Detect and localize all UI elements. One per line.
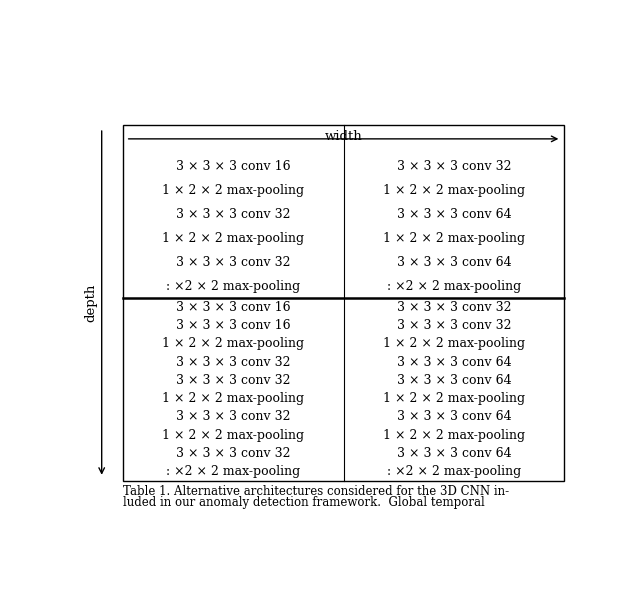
Text: 1 × 2 × 2 max-pooling: 1 × 2 × 2 max-pooling (383, 337, 525, 350)
Text: 1 × 2 × 2 max-pooling: 1 × 2 × 2 max-pooling (383, 232, 525, 245)
Text: 1 × 2 × 2 max-pooling: 1 × 2 × 2 max-pooling (383, 184, 525, 196)
Text: 3 × 3 × 3 conv 64: 3 × 3 × 3 conv 64 (397, 374, 511, 387)
Text: : ×2 × 2 max-pooling: : ×2 × 2 max-pooling (166, 280, 300, 293)
Text: 1 × 2 × 2 max-pooling: 1 × 2 × 2 max-pooling (383, 392, 525, 405)
Text: 3 × 3 × 3 conv 32: 3 × 3 × 3 conv 32 (397, 160, 511, 173)
Text: 1 × 2 × 2 max-pooling: 1 × 2 × 2 max-pooling (383, 429, 525, 441)
Text: : ×2 × 2 max-pooling: : ×2 × 2 max-pooling (387, 465, 521, 478)
Text: 3 × 3 × 3 conv 64: 3 × 3 × 3 conv 64 (397, 410, 511, 423)
Text: 3 × 3 × 3 conv 16: 3 × 3 × 3 conv 16 (176, 301, 291, 314)
Text: 1 × 2 × 2 max-pooling: 1 × 2 × 2 max-pooling (162, 184, 304, 196)
Text: 1 × 2 × 2 max-pooling: 1 × 2 × 2 max-pooling (162, 337, 304, 350)
Text: 3 × 3 × 3 conv 32: 3 × 3 × 3 conv 32 (176, 374, 291, 387)
Text: 3 × 3 × 3 conv 32: 3 × 3 × 3 conv 32 (176, 356, 291, 368)
Text: 3 × 3 × 3 conv 64: 3 × 3 × 3 conv 64 (397, 447, 511, 460)
Text: 1 × 2 × 2 max-pooling: 1 × 2 × 2 max-pooling (162, 392, 304, 405)
Text: 3 × 3 × 3 conv 32: 3 × 3 × 3 conv 32 (176, 447, 291, 460)
Text: 3 × 3 × 3 conv 16: 3 × 3 × 3 conv 16 (176, 160, 291, 173)
Text: Table 1. Alternative architectures considered for the 3D CNN in-: Table 1. Alternative architectures consi… (123, 485, 509, 498)
Text: width: width (324, 129, 362, 143)
Text: 1 × 2 × 2 max-pooling: 1 × 2 × 2 max-pooling (162, 232, 304, 245)
Text: 3 × 3 × 3 conv 32: 3 × 3 × 3 conv 32 (397, 319, 511, 332)
Text: : ×2 × 2 max-pooling: : ×2 × 2 max-pooling (166, 465, 300, 478)
Bar (123, 125, 564, 481)
Text: depth: depth (84, 284, 97, 322)
Text: 3 × 3 × 3 conv 64: 3 × 3 × 3 conv 64 (397, 256, 511, 269)
Text: luded in our anomaly detection framework.  Global temporal: luded in our anomaly detection framework… (123, 496, 484, 509)
Text: 3 × 3 × 3 conv 32: 3 × 3 × 3 conv 32 (176, 410, 291, 423)
Text: 3 × 3 × 3 conv 16: 3 × 3 × 3 conv 16 (176, 319, 291, 332)
Text: 3 × 3 × 3 conv 32: 3 × 3 × 3 conv 32 (397, 301, 511, 314)
Text: 3 × 3 × 3 conv 64: 3 × 3 × 3 conv 64 (397, 208, 511, 221)
Text: : ×2 × 2 max-pooling: : ×2 × 2 max-pooling (387, 280, 521, 293)
Text: 1 × 2 × 2 max-pooling: 1 × 2 × 2 max-pooling (162, 429, 304, 441)
Text: 3 × 3 × 3 conv 64: 3 × 3 × 3 conv 64 (397, 356, 511, 368)
Text: 3 × 3 × 3 conv 32: 3 × 3 × 3 conv 32 (176, 208, 291, 221)
Text: 3 × 3 × 3 conv 32: 3 × 3 × 3 conv 32 (176, 256, 291, 269)
